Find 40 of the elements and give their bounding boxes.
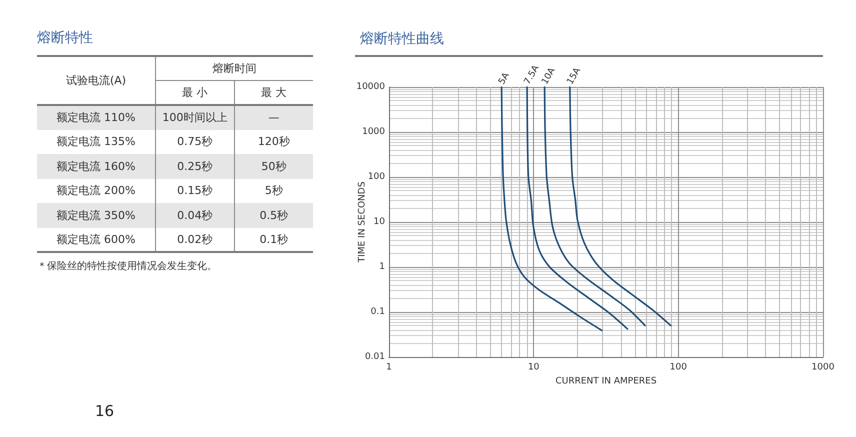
- category-label: 额定电流 200%: [37, 178, 156, 203]
- x-tick-label: 1000: [812, 362, 835, 372]
- data-label: 5秒: [234, 178, 313, 203]
- data-label: 120秒: [234, 130, 313, 154]
- category-label: 额定电流 350%: [37, 203, 156, 228]
- data-label: 0.5秒: [234, 203, 313, 228]
- data-label: 0.15秒: [156, 178, 234, 203]
- data-label: —: [234, 105, 313, 130]
- data-label: 0.04秒: [156, 203, 234, 228]
- data-label: 100时间以上: [156, 105, 234, 130]
- text: ＊保险丝的特性按使用情况会发生变化。: [37, 260, 218, 273]
- x-tick-label: 100: [670, 362, 688, 372]
- y-tick-label: 0.01: [364, 352, 385, 362]
- y-tick-label: 10: [374, 217, 386, 227]
- x-tick-label: 1: [386, 362, 392, 372]
- y-tick-label: 1: [379, 262, 385, 272]
- x-axis-title: CURRENT IN AMPERES: [555, 376, 657, 386]
- x-tick-label: 10: [528, 362, 540, 372]
- data-label: 0.25秒: [156, 154, 234, 178]
- text: 5A: [497, 70, 512, 86]
- y-tick-label: 1000: [362, 127, 386, 137]
- y-tick-label: 0.1: [370, 307, 385, 317]
- text: 最 大: [234, 80, 313, 105]
- y-tick-label: 10000: [356, 82, 386, 92]
- text: 16: [95, 402, 114, 420]
- series-label: 最 小: [181, 85, 209, 101]
- legend-title: 熔断时间: [156, 56, 313, 80]
- y-axis-title: TIME IN SECONDS: [358, 181, 368, 264]
- y-tick-label: 100: [368, 172, 386, 182]
- data-label: 0.1秒: [234, 228, 313, 252]
- text: 试验电流(A): [37, 56, 156, 105]
- category-label: 额定电流 600%: [37, 228, 156, 252]
- data-label: 0.75秒: [156, 130, 234, 154]
- category-label: 额定电流 110%: [37, 105, 156, 130]
- chart-title: 熔断特性曲线: [360, 31, 444, 47]
- data-label: 50秒: [234, 154, 313, 178]
- data-label: 0.02秒: [156, 228, 234, 252]
- category-label: 额定电流 135%: [37, 130, 156, 154]
- text: 熔断特性: [37, 29, 94, 48]
- category-label: 额定电流 160%: [37, 154, 156, 178]
